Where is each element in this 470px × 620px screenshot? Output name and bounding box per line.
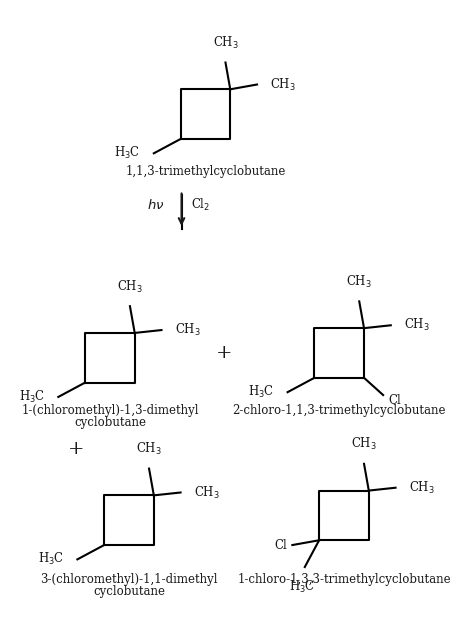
Text: Cl$_2$: Cl$_2$ [191, 197, 211, 213]
Text: CH$_3$: CH$_3$ [409, 480, 435, 496]
Text: 1-chloro-1,3,3-trimethylcyclobutane: 1-chloro-1,3,3-trimethylcyclobutane [237, 573, 451, 586]
Text: CH$_3$: CH$_3$ [136, 441, 162, 457]
Text: CH$_3$: CH$_3$ [212, 35, 238, 51]
Text: 2-chloro-1,1,3-trimethylcyclobutane: 2-chloro-1,1,3-trimethylcyclobutane [233, 404, 446, 417]
Text: Cl: Cl [389, 394, 402, 407]
Text: CH$_3$: CH$_3$ [117, 278, 143, 294]
Text: +: + [216, 344, 233, 362]
Text: cyclobutane: cyclobutane [93, 585, 165, 598]
Text: CH$_3$: CH$_3$ [175, 322, 201, 338]
Text: cyclobutane: cyclobutane [74, 416, 146, 429]
Text: Cl: Cl [274, 539, 287, 552]
Text: CH$_3$: CH$_3$ [194, 484, 220, 500]
Text: CH$_3$: CH$_3$ [351, 436, 377, 453]
Text: 1-(chloromethyl)-1,3-dimethyl: 1-(chloromethyl)-1,3-dimethyl [21, 404, 199, 417]
Text: H$_3$C: H$_3$C [19, 389, 45, 405]
Text: 3-(chloromethyl)-1,1-dimethyl: 3-(chloromethyl)-1,1-dimethyl [40, 573, 218, 586]
Text: H$_3$C: H$_3$C [289, 578, 315, 595]
Text: 1,1,3-trimethylcyclobutane: 1,1,3-trimethylcyclobutane [125, 165, 286, 178]
Text: CH$_3$: CH$_3$ [270, 76, 296, 92]
Text: H$_3$C: H$_3$C [38, 551, 64, 567]
Text: +: + [68, 440, 85, 458]
Text: H$_3$C: H$_3$C [114, 145, 141, 161]
Text: CH$_3$: CH$_3$ [346, 274, 372, 290]
Text: CH$_3$: CH$_3$ [404, 317, 430, 334]
Text: $h\nu$: $h\nu$ [147, 198, 164, 212]
Text: H$_3$C: H$_3$C [248, 384, 274, 401]
